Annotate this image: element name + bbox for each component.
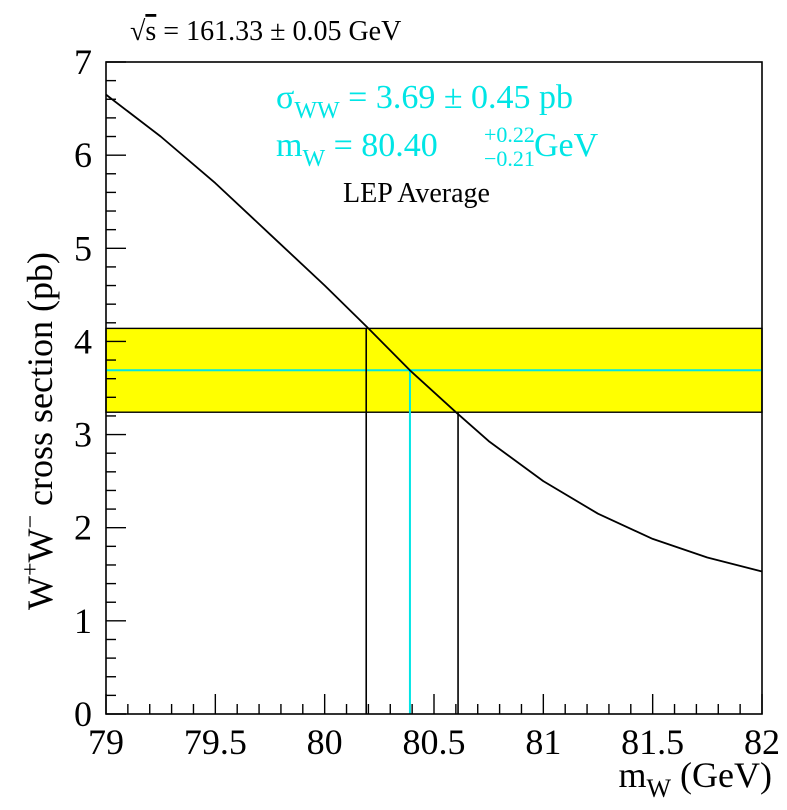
curve-layer (105, 93, 763, 573)
mass-value: = 80.40 (325, 127, 438, 164)
mass-err-down: −0.21 (484, 146, 535, 171)
energy-s: s (145, 16, 156, 47)
energy-root: √ (130, 16, 146, 47)
y-tick-label: 2 (74, 508, 92, 548)
y-tick-label: 3 (74, 415, 92, 455)
y-axis-sup2: − (18, 515, 44, 529)
x-axis-unit: (GeV) (671, 755, 772, 795)
x-tick-label: 80.5 (403, 722, 466, 762)
y-tick-label: 5 (74, 228, 92, 268)
x-tick-label: 81 (525, 722, 561, 762)
lines-layer (106, 328, 762, 714)
mass-unit: GeV (534, 127, 599, 164)
mass-m: m (276, 127, 302, 164)
y-axis-sup1: + (18, 562, 44, 576)
sigma-sub: WW (294, 98, 340, 124)
y-axis-w2: W (20, 528, 60, 562)
series-line-0 (105, 93, 763, 573)
tick-labels-layer: 79 79.5 80 80.5 81 81.5 82 0 1 2 3 4 5 6 7 (74, 42, 780, 762)
x-tick-label: 79.5 (184, 722, 247, 762)
x-tick-label: 81.5 (621, 722, 684, 762)
sigma-text: = 3.69 ± 0.45 pb (340, 79, 573, 116)
y-axis-rest: cross section (pb) (20, 252, 60, 515)
ticks-layer (105, 61, 763, 715)
y-tick-label: 0 (74, 694, 92, 734)
x-axis-sub: W (647, 774, 672, 803)
y-tick-label: 6 (74, 135, 92, 175)
energy-label: √s = 161.33 ± 0.05 GeV (130, 16, 401, 47)
y-tick-label: 1 (74, 601, 92, 641)
energy-text: = 161.33 ± 0.05 GeV (156, 16, 401, 47)
x-tick-label: 80 (307, 722, 343, 762)
mass-annotation: mW = 80.40 (276, 127, 438, 172)
sigma-annotation: σWW = 3.69 ± 0.45 pb (276, 79, 573, 124)
x-tick-label: 79 (88, 722, 124, 762)
y-tick-label: 4 (74, 321, 92, 361)
x-tick-label: 82 (744, 722, 780, 762)
lep-average-label: LEP Average (343, 178, 490, 209)
y-axis-w1: W (20, 576, 60, 610)
sigma-symbol: σ (276, 79, 294, 116)
x-axis-main: m (618, 755, 646, 795)
mass-sub: W (302, 146, 325, 172)
x-axis-title: mW (GeV) (618, 755, 772, 803)
y-tick-label: 7 (74, 42, 92, 82)
mass-err-up: +0.22 (484, 122, 535, 147)
y-axis-title: W+W− cross section (pb) (18, 252, 60, 610)
